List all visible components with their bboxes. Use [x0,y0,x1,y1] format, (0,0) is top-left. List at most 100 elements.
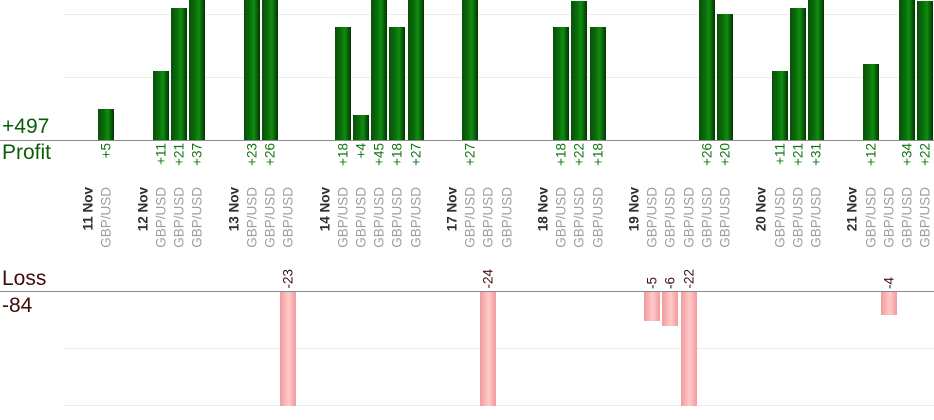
date-label: 20 Nov [753,187,769,232]
date-label: 11 Nov [80,187,96,231]
profit-bar [917,1,934,140]
profit-value-label: +45 [371,143,387,166]
instrument-label: GBP/USD [790,187,806,248]
instrument-label: GBP/USD [808,187,824,248]
profit-bar [98,108,115,140]
profit-value-label: +4 [353,143,369,159]
instrument-label: GBP/USD [171,187,187,248]
date-label: 18 Nov [535,187,551,232]
loss-bar [880,292,897,315]
instrument-label: GBP/USD [571,187,587,248]
profit-value-label: +27 [462,143,478,166]
instrument-label: GBP/USD [881,187,897,248]
loss-bar [644,292,661,321]
profit-bar [152,70,169,140]
loss-gridline [63,348,934,349]
instrument-label: GBP/USD [662,187,678,248]
profit-total-label: +497 [2,115,50,138]
instrument-label: GBP/USD [772,187,788,248]
profit-value-label: +22 [917,143,933,166]
loss-value-label: -4 [881,276,897,289]
instrument-label: GBP/USD [717,187,733,248]
loss-value-label: -6 [662,276,678,289]
profit-bar [717,14,733,140]
profit-axis-line [0,140,934,141]
date-label: 17 Nov [444,187,460,232]
instrument-label: GBP/USD [644,187,660,248]
profit-bar [553,26,570,140]
profit-bar [462,0,479,140]
instrument-label: GBP/USD [917,187,933,248]
loss-value-label: -23 [280,269,296,289]
loss-axis-title: Loss [2,267,47,290]
profit-value-label: +12 [863,143,879,166]
profit-gridline [63,77,934,78]
loss-value-label: -24 [480,269,496,289]
profit-value-label: +34 [899,143,915,166]
loss-value-label: -5 [644,276,660,289]
profit-bar [171,7,187,140]
instrument-label: GBP/USD [499,187,515,248]
loss-bar [662,292,679,327]
profit-value-label: +26 [262,143,278,166]
profit-value-label: +26 [699,143,715,166]
instrument-label: GBP/USD [189,187,205,248]
profit-value-label: +5 [98,143,114,159]
instrument-label: GBP/USD [389,187,405,248]
loss-bar [280,292,297,406]
instrument-label: GBP/USD [371,187,387,248]
instrument-label: GBP/USD [262,187,278,248]
profit-bar [189,0,206,140]
profit-bar [771,70,788,140]
profit-bar [334,26,351,140]
loss-bar [680,292,697,406]
instrument-label: GBP/USD [590,187,606,248]
profit-bar [589,26,606,140]
date-label: 21 Nov [844,187,860,232]
profit-value-label: +31 [808,143,824,166]
profit-bar [371,0,388,140]
instrument-label: GBP/USD [480,187,496,248]
loss-value-label: -22 [681,269,697,289]
profit-bar [698,0,715,140]
profit-value-label: +18 [389,143,405,166]
profit-bar [789,7,806,140]
profit-bar [262,0,278,140]
instrument-label: GBP/USD [863,187,879,248]
instrument-label: GBP/USD [153,187,169,248]
date-label: 19 Nov [626,187,642,232]
profit-value-label: +18 [553,143,569,166]
date-label: 13 Nov [226,187,242,232]
instrument-label: GBP/USD [353,187,369,248]
instrument-label: GBP/USD [98,187,114,248]
profit-gridline [63,14,934,15]
profit-bar [899,0,915,140]
instrument-label: GBP/USD [280,187,296,248]
instrument-label: GBP/USD [462,187,478,248]
instrument-label: GBP/USD [244,187,260,248]
profit-value-label: +11 [772,143,788,165]
profit-value-label: +22 [571,143,587,166]
profit-bar [243,0,260,140]
instrument-label: GBP/USD [408,187,424,248]
profit-value-label: +37 [189,143,205,166]
profit-axis-title: Profit [2,141,52,164]
loss-bar [480,292,497,406]
profit-bar [407,0,424,140]
profit-value-label: +21 [171,143,187,166]
profit-value-label: +11 [153,143,169,165]
profit-bar [808,0,824,140]
instrument-label: GBP/USD [335,187,351,248]
profit-value-label: +21 [790,143,806,166]
profit-bar [571,1,588,140]
instrument-label: GBP/USD [899,187,915,248]
profit-value-label: +18 [335,143,351,166]
instrument-label: GBP/USD [553,187,569,248]
loss-gridline [63,405,934,406]
profit-bar [389,26,406,140]
date-label: 14 Nov [317,187,333,232]
loss-total-label: -84 [2,294,33,317]
date-label: 12 Nov [135,187,151,232]
profit-value-label: +27 [408,143,424,166]
